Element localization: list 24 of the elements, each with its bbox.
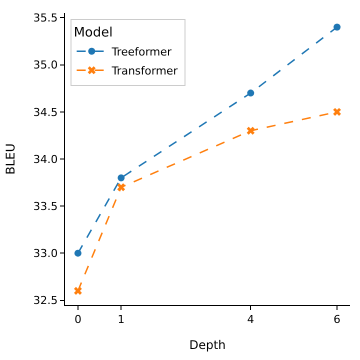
point [74,250,82,257]
x-tick-label: 4 [247,313,254,326]
legend-label: Transformer [110,64,178,78]
point [117,183,126,192]
y-tick-label: 32.5 [33,294,58,308]
point [247,90,254,97]
point [334,24,341,31]
y-tick-label: 33.0 [33,247,58,260]
y-tick-label: 34.0 [33,152,58,166]
y-tick-label: 33.5 [33,200,58,213]
legend-label: Treeformer [110,46,172,59]
y-tick-label: 34.5 [33,106,58,119]
point [118,174,125,182]
x-tick-label: 6 [334,313,341,326]
y-tick-label: 35.0 [33,58,58,72]
x-axis-title: Depth [189,338,226,352]
y-tick-label: 35.5 [33,12,58,25]
point [74,286,82,295]
point [333,108,342,116]
point [246,126,255,135]
x-tick-label: 1 [118,313,125,326]
y-axis-title: BLEU [4,143,18,175]
legend-title: Model [74,26,113,41]
x-tick-label: 0 [74,313,82,326]
